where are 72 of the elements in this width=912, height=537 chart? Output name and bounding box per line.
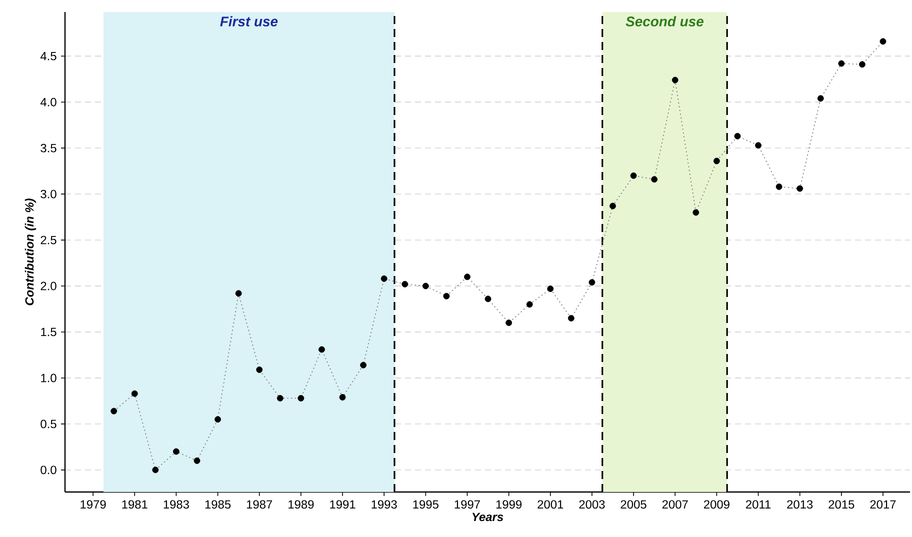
y-tick-label: 3.0 [40,190,56,198]
point [838,60,845,67]
point [464,274,470,280]
point [568,315,574,322]
x-tick-label: 2017 [870,500,896,509]
point [796,185,804,192]
point [194,458,200,464]
point [713,158,720,164]
point [630,172,637,179]
point [755,142,762,149]
point [734,132,741,140]
y-tick-label: 3.5 [40,144,56,152]
point [817,95,824,102]
x-tick-label: 1993 [372,500,397,509]
point [339,394,346,400]
x-tick-label: 2009 [704,500,730,509]
x-tick-label: 2007 [662,500,688,509]
band-label: Second use [626,16,704,26]
x-tick-label: 1987 [246,500,272,509]
point [360,362,366,368]
y-tick-label: 1.5 [41,328,56,336]
x-tick-label: 1979 [80,500,106,509]
point [422,282,429,290]
x-tick-label: 1999 [496,500,522,509]
point [672,76,678,84]
x-tick-label: 2005 [620,500,646,509]
point [110,408,118,414]
point [484,296,492,302]
x-tick-label: 1985 [205,500,231,509]
point [131,390,138,397]
point [380,275,388,282]
y-tick-label: 4.0 [40,98,56,106]
x-axis-title: Years [472,512,504,522]
x-tick-label: 1983 [164,500,189,509]
band-label: First use [220,16,278,26]
point [588,279,596,286]
point [298,395,304,402]
point [402,280,408,288]
point [651,176,658,183]
x-tick-label: 1997 [454,500,480,509]
x-tick-label: 1991 [330,500,356,509]
y-tick-label: 0.0 [40,466,56,474]
y-tick-label: 2.0 [40,282,56,290]
y-tick-label: 2.5 [40,236,56,244]
point [152,466,159,474]
point [859,61,866,68]
x-tick-label: 1995 [413,500,438,509]
y-tick-label: 1.0 [41,374,56,382]
point [547,286,554,292]
point [173,448,180,455]
point [526,301,533,308]
y-tick-label: 0.5 [40,420,56,428]
x-tick-label: 1981 [122,500,148,509]
y-tick-label: 4.5 [40,52,56,60]
point [214,416,221,423]
point [692,209,700,216]
point [443,292,450,300]
point [506,320,512,326]
point [318,346,325,353]
x-tick-label: 1989 [288,500,314,509]
x-tick-label: 2015 [828,500,854,509]
point [776,184,782,190]
point [256,366,263,373]
x-tick-label: 2011 [746,500,771,509]
point [880,38,886,45]
x-tick-label: 2013 [787,500,813,509]
y-axis-title: Contribution (in %) [24,198,36,306]
x-tick-label: 2003 [579,500,605,509]
point [276,395,284,402]
point [235,290,242,297]
x-tick-label: 2001 [538,500,564,509]
point [610,202,616,210]
